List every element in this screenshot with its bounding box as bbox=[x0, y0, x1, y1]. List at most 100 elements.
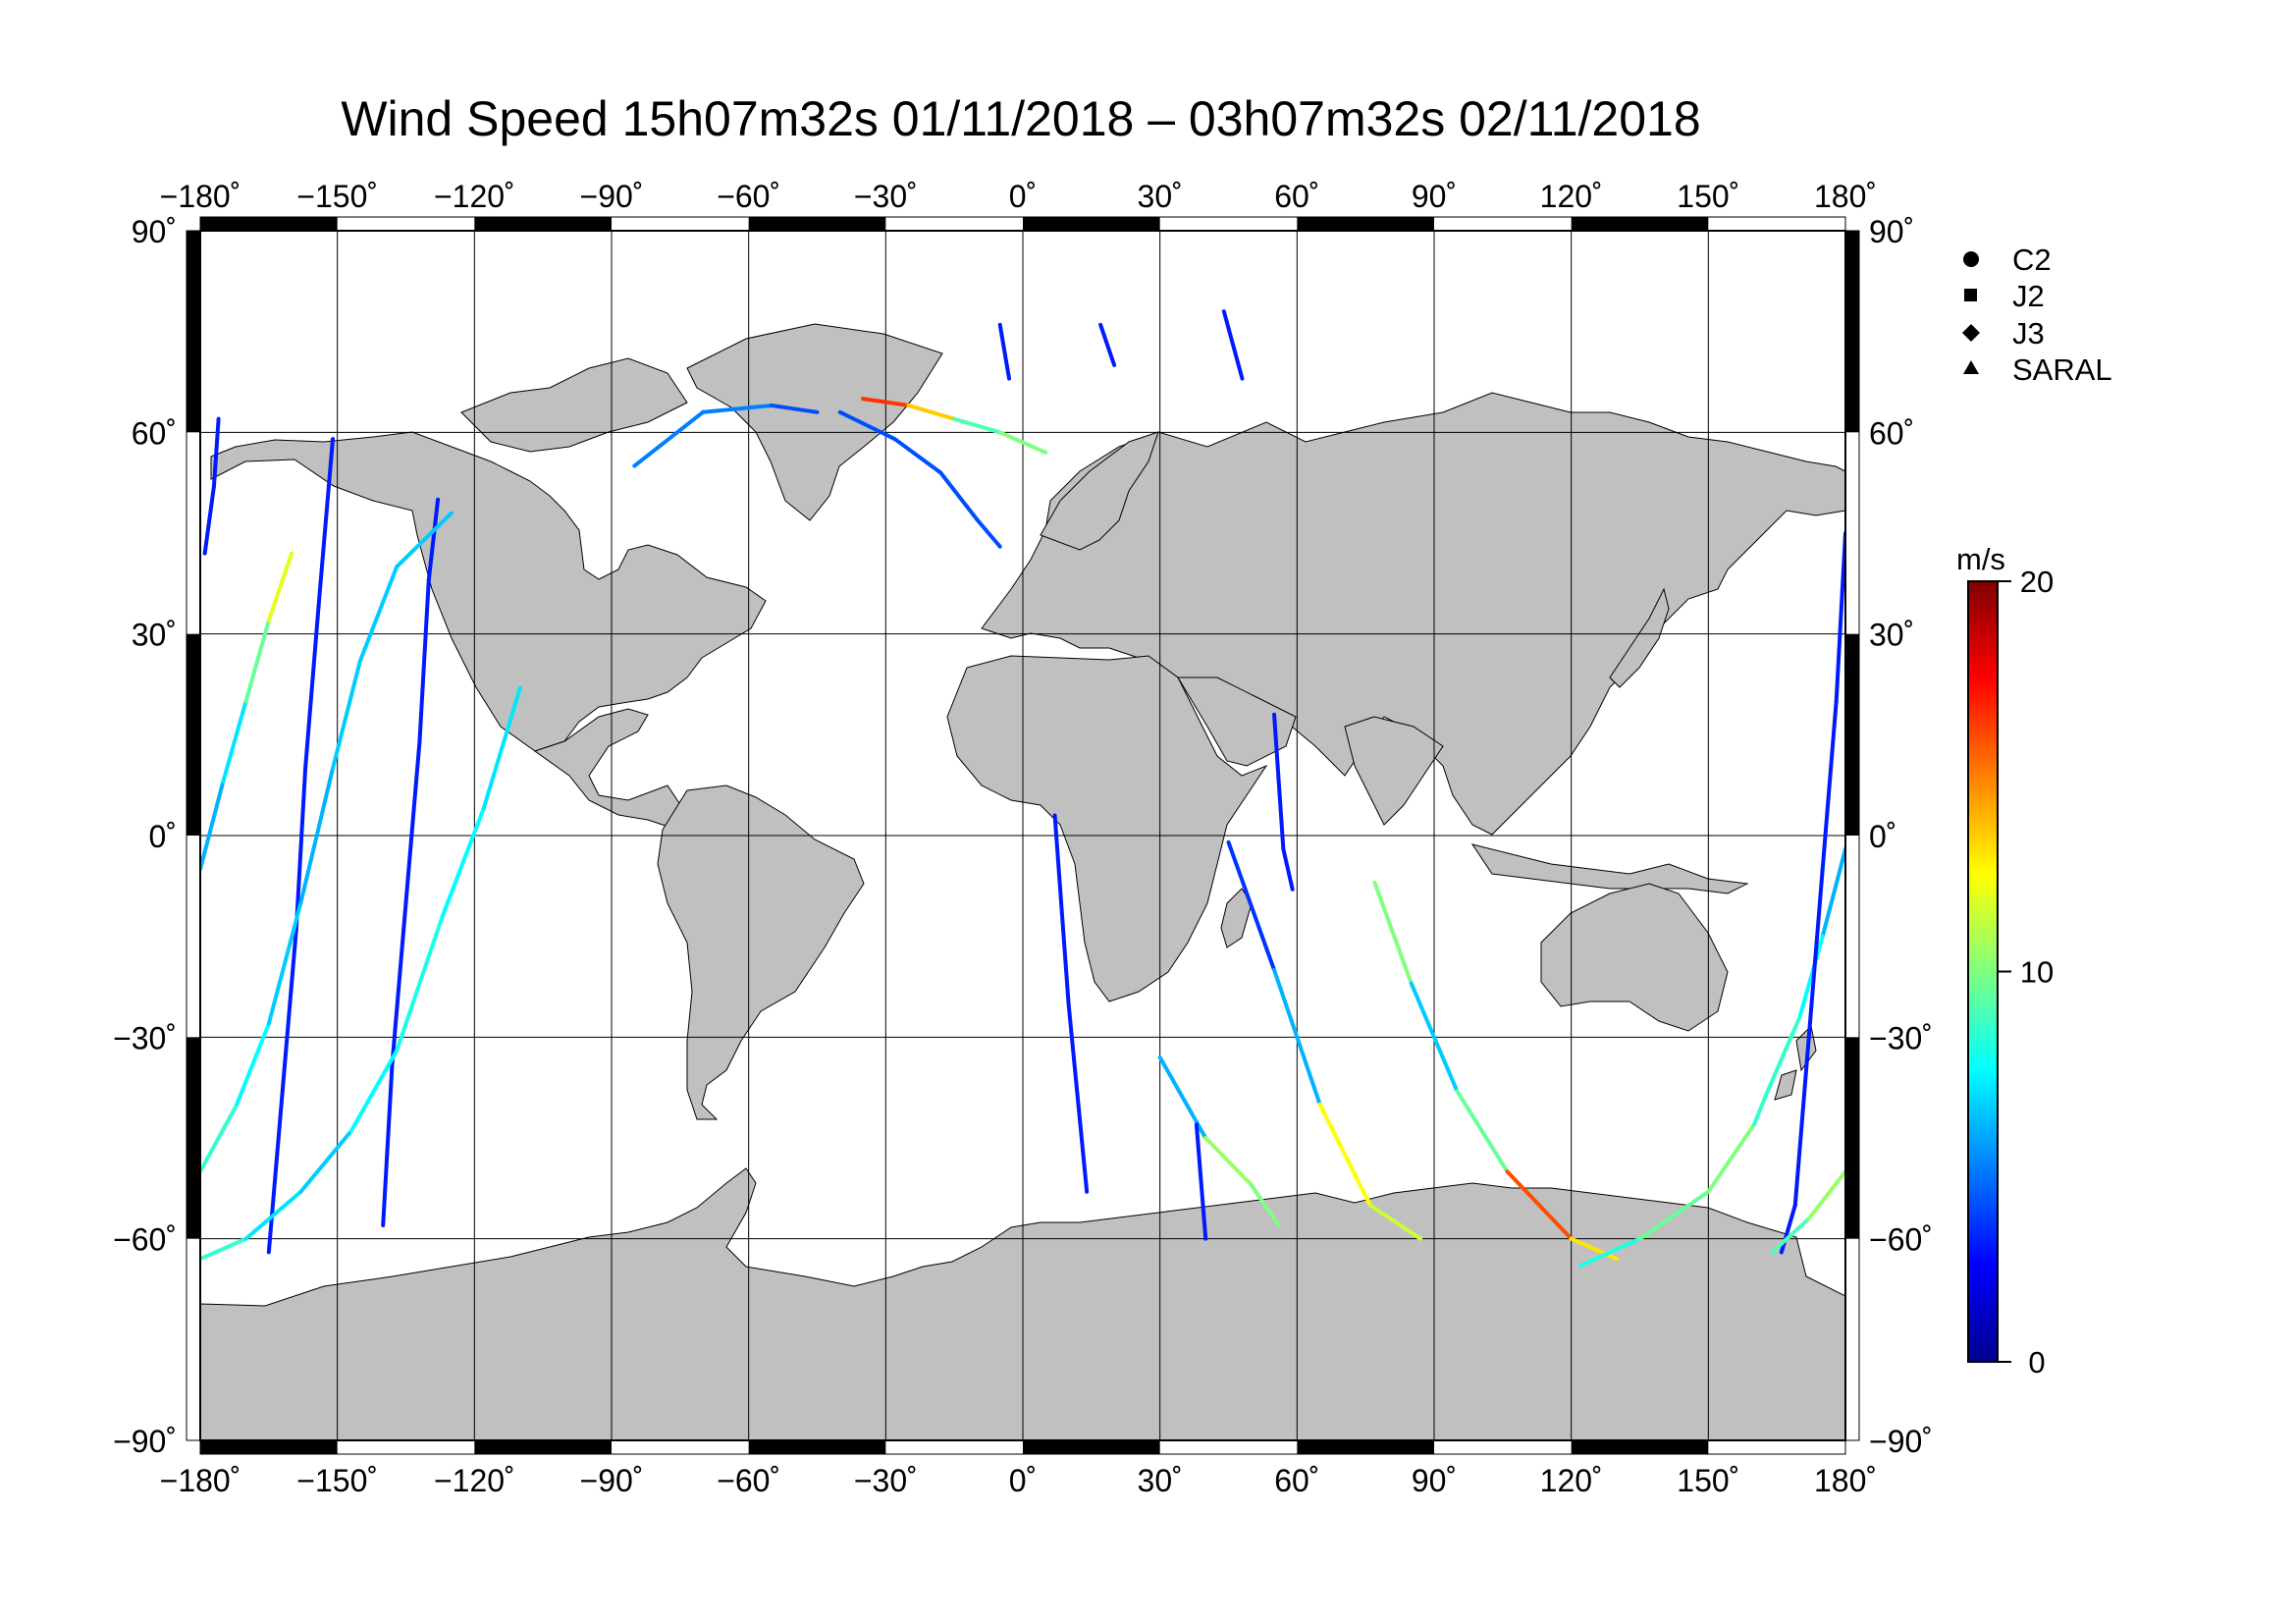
track-segment bbox=[1834, 531, 1845, 704]
lon-tick-label-top: 150˚ bbox=[1677, 179, 1739, 214]
diamond-icon bbox=[1962, 324, 1980, 342]
track-segment bbox=[200, 1102, 240, 1174]
legend-label-saral: SARAL bbox=[2012, 352, 2112, 387]
track-segment bbox=[1221, 309, 1245, 381]
lon-tick-label-top: −120˚ bbox=[434, 179, 515, 214]
frame-bar-top bbox=[474, 217, 612, 231]
lon-tick-label-bottom: 30˚ bbox=[1138, 1463, 1183, 1498]
track-segment bbox=[1226, 839, 1277, 972]
track-segment bbox=[906, 403, 957, 421]
south-america-landmass bbox=[657, 784, 865, 1120]
colorbar-tick-label: 10 bbox=[2020, 955, 2054, 990]
frame-bar-bottom bbox=[1023, 1440, 1160, 1454]
track-segment bbox=[1806, 1169, 1845, 1221]
track-segment bbox=[1577, 1236, 1642, 1269]
lat-tick-label-left: −90˚ bbox=[113, 1424, 177, 1459]
frame-bar-top bbox=[748, 217, 886, 231]
central-america-landmass bbox=[533, 708, 688, 831]
lon-tick-label-bottom: −60˚ bbox=[717, 1463, 780, 1498]
frame-bar-right bbox=[1845, 231, 1859, 433]
track-segment bbox=[997, 430, 1048, 455]
track-segment bbox=[1455, 1089, 1510, 1174]
track-segment bbox=[266, 1089, 285, 1255]
track-segment bbox=[1249, 1182, 1281, 1227]
track-segment bbox=[294, 766, 308, 932]
legend-label-j2: J2 bbox=[2012, 279, 2045, 313]
maritime-asia-landmass bbox=[1470, 843, 1749, 894]
track-segment bbox=[298, 1129, 353, 1194]
frame-bar-top bbox=[1571, 217, 1709, 231]
track-segment bbox=[481, 685, 522, 811]
lon-tick-label-top: 120˚ bbox=[1540, 179, 1603, 214]
axis-tick-labels: −180˚ −180˚ −150˚ −150˚ −120˚ −120˚ −90˚ −90˚ −6… bbox=[113, 179, 1933, 1498]
track-segment bbox=[1066, 1001, 1090, 1194]
track-segment bbox=[1409, 981, 1460, 1094]
track-segment bbox=[381, 1061, 395, 1227]
track-segment bbox=[1770, 1217, 1811, 1255]
lon-tick-label-bottom: 180˚ bbox=[1814, 1463, 1877, 1498]
frame-bar-top bbox=[200, 217, 338, 231]
frame-bar-bottom bbox=[1571, 1440, 1709, 1454]
square-icon bbox=[1964, 289, 1977, 301]
page-title: Wind Speed 15h07m32s 01/11/2018 – 03h07m… bbox=[341, 91, 1701, 146]
frame-bar-bottom bbox=[200, 1440, 338, 1454]
japan-landmass bbox=[1609, 587, 1670, 688]
australia-landmass bbox=[1540, 883, 1729, 1032]
track-segment bbox=[997, 322, 1012, 381]
lon-tick-label-bottom: 60˚ bbox=[1274, 1463, 1319, 1498]
lat-tick-label-right: 30˚ bbox=[1869, 618, 1914, 653]
track-segment bbox=[1272, 967, 1322, 1107]
lat-tick-label-left: −30˚ bbox=[113, 1020, 177, 1055]
lat-tick-label-right: 0˚ bbox=[1869, 819, 1896, 854]
colorbar-unit: m/s bbox=[1956, 542, 2005, 576]
track-segment bbox=[975, 517, 1002, 549]
track-segment bbox=[892, 437, 943, 475]
track-segment bbox=[243, 618, 271, 704]
track-segment bbox=[266, 900, 303, 1026]
lat-tick-label-left: 0˚ bbox=[149, 819, 177, 854]
map-frame bbox=[186, 216, 1860, 1455]
frame-bar-left bbox=[187, 633, 200, 836]
track-segment bbox=[357, 565, 400, 664]
track-segment bbox=[1098, 322, 1117, 367]
frame-outline-bottom bbox=[199, 1439, 1846, 1455]
lon-tick-label-bottom: 90˚ bbox=[1412, 1463, 1457, 1498]
frame-bar-left bbox=[187, 1037, 200, 1239]
track-segment bbox=[632, 409, 706, 468]
colorbar-tick-label: 0 bbox=[2028, 1345, 2045, 1380]
track-segment bbox=[1569, 1236, 1620, 1262]
lat-tick-label-left: 90˚ bbox=[132, 214, 177, 249]
track-segment bbox=[1765, 1014, 1802, 1094]
track-segment bbox=[1367, 1203, 1423, 1241]
track-segment bbox=[426, 497, 441, 582]
frame-bar-top bbox=[1297, 217, 1434, 231]
legend: C2 J2 J3 SARAL bbox=[1962, 243, 2112, 387]
track-segment bbox=[331, 659, 362, 771]
lon-tick-label-top: 180˚ bbox=[1814, 179, 1877, 214]
arabia-landmass bbox=[1177, 676, 1297, 767]
track-segment bbox=[938, 470, 980, 522]
africa-landmass bbox=[946, 655, 1268, 1002]
new-zealand-landmass bbox=[1774, 1024, 1817, 1101]
arctic-islands-landmass bbox=[460, 357, 688, 453]
north-america-landmass bbox=[210, 431, 767, 752]
track-segment bbox=[298, 766, 336, 905]
track-segment bbox=[1194, 1122, 1208, 1241]
triangle-icon bbox=[1963, 360, 1979, 374]
track-segment bbox=[1637, 1189, 1711, 1241]
frame-outline-top bbox=[199, 216, 1846, 232]
lon-tick-label-bottom: −150˚ bbox=[296, 1463, 378, 1498]
madagascar-landmass bbox=[1220, 888, 1253, 948]
lat-tick-label-right: 60˚ bbox=[1869, 415, 1914, 451]
lat-tick-label-right: 90˚ bbox=[1869, 214, 1914, 249]
lon-tick-label-top: 0˚ bbox=[1009, 179, 1037, 214]
frame-outline-right bbox=[1844, 230, 1860, 1441]
lon-tick-label-bottom: −120˚ bbox=[434, 1463, 515, 1498]
track-segment bbox=[1317, 1102, 1372, 1208]
lon-tick-label-bottom: 120˚ bbox=[1540, 1463, 1603, 1498]
track-segment bbox=[1820, 699, 1839, 872]
track-segment bbox=[1281, 846, 1295, 892]
track-segment bbox=[1203, 1136, 1254, 1187]
track-segment bbox=[221, 699, 248, 784]
lat-tick-label-left: −60˚ bbox=[113, 1222, 177, 1258]
